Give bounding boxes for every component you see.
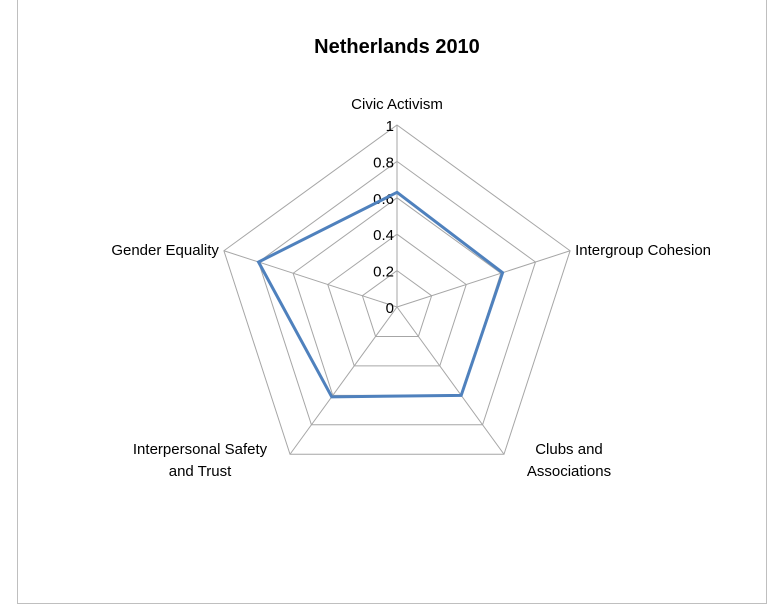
spoke-2 bbox=[396, 306, 505, 455]
spoke-1 bbox=[396, 250, 571, 308]
axis-label-2-line-0: Clubs and bbox=[535, 441, 603, 458]
axis-labels: Civic Activism Intergroup Cohesion Clubs a… bbox=[111, 96, 711, 480]
series-layer bbox=[256, 190, 505, 399]
grid-ring-1 bbox=[361, 269, 433, 337]
tick-label: 0.4 bbox=[373, 227, 394, 244]
axis-label-1-line-0: Intergroup Cohesion bbox=[575, 242, 711, 259]
spoke-3 bbox=[289, 306, 398, 455]
grid-ring-2 bbox=[327, 233, 467, 367]
tick-label: 0.2 bbox=[373, 264, 394, 281]
axis-label-2-line-1: Associations bbox=[527, 463, 611, 480]
tick-label: 0.8 bbox=[373, 154, 394, 171]
tick-label: 1 bbox=[386, 118, 394, 135]
grid: 00.20.40.60.81 bbox=[223, 118, 571, 455]
grid-ring-5 bbox=[223, 124, 571, 455]
axis-label-3-line-1: and Trust bbox=[169, 463, 232, 480]
axis-label-4-line-0: Gender Equality bbox=[111, 242, 219, 259]
chart-title: Netherlands 2010 bbox=[314, 36, 480, 58]
grid-ring-4 bbox=[257, 160, 537, 426]
axis-label-0-line-0: Civic Activism bbox=[351, 96, 443, 113]
spoke-4 bbox=[223, 250, 398, 308]
axis-label-3-line-0: Interpersonal Safety bbox=[133, 441, 268, 458]
chart-frame bbox=[17, 0, 767, 604]
series-line-0 bbox=[256, 190, 505, 399]
tick-label: 0 bbox=[386, 300, 394, 317]
